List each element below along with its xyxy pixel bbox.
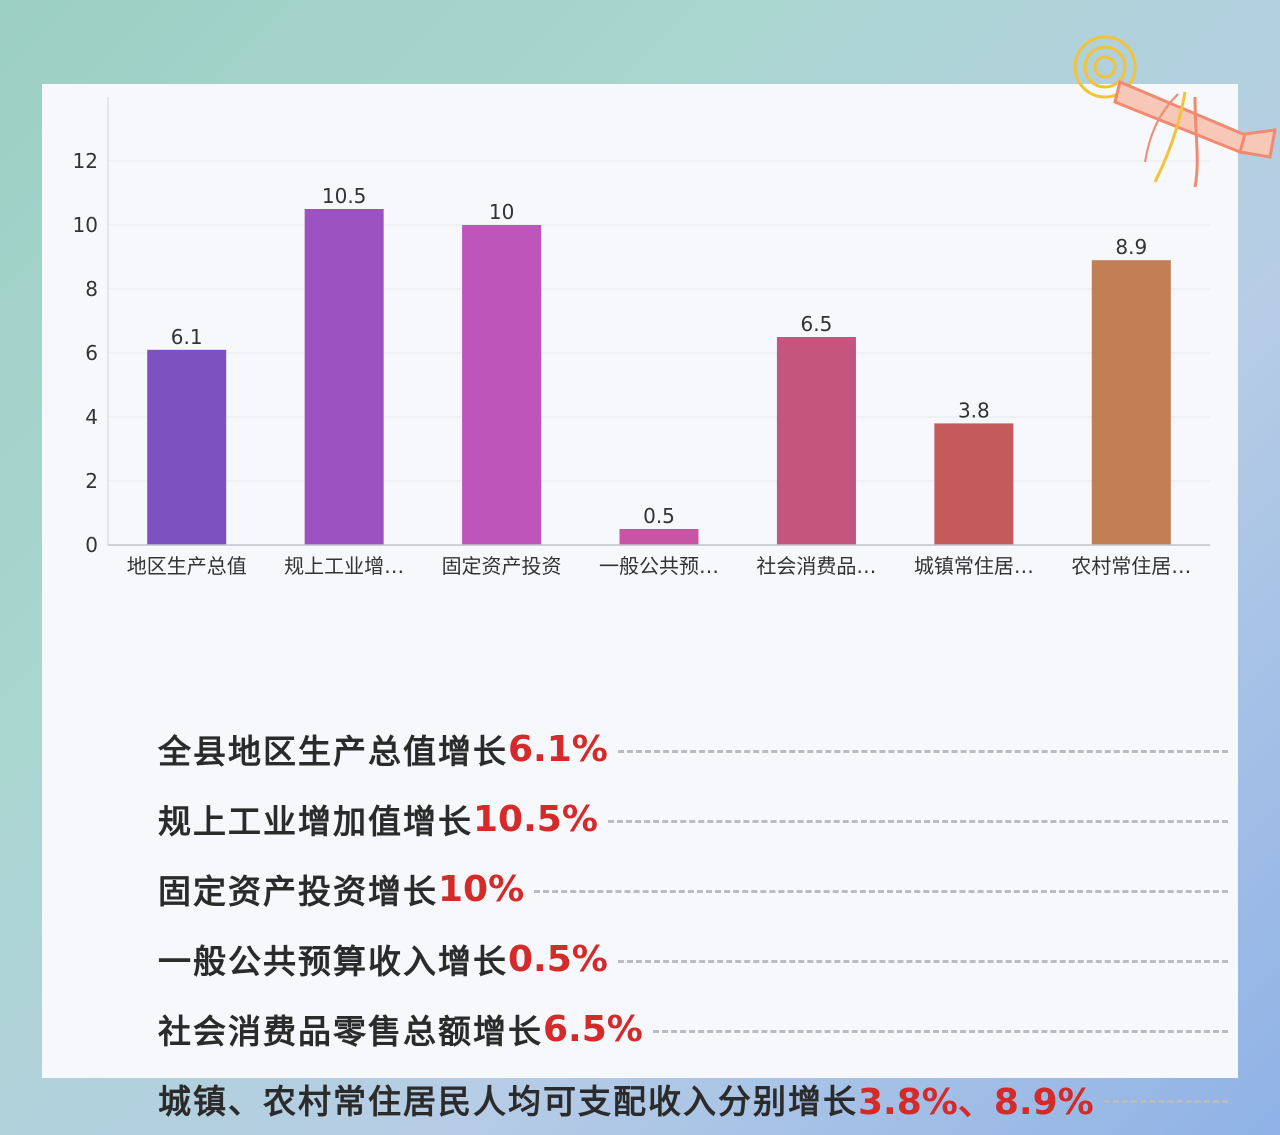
dash-divider — [652, 1029, 1228, 1033]
y-tick-label: 4 — [85, 405, 98, 429]
x-category-label: 地区生产总值 — [127, 554, 247, 578]
bar-value-label: 3.8 — [958, 398, 990, 422]
stat-value: 0.5% — [508, 938, 608, 980]
scroll-icon — [1073, 35, 1277, 188]
y-tick-label: 6 — [85, 341, 98, 365]
bar-value-label: 6.1 — [171, 325, 203, 349]
stat-line-industry: 规上工业增加值增长 10.5% — [158, 784, 1228, 854]
stat-value: 6.5% — [543, 1008, 643, 1050]
x-category-label: 农村常住居… — [1071, 554, 1191, 578]
stat-label: 一般公共预算收入增长 — [158, 942, 508, 981]
dash-divider — [617, 749, 1228, 753]
bar — [147, 349, 227, 545]
content-card: 0 2 4 6 8 10 12 6.1 地区生产总值 10.5 规上工业增… 10 固定资产投资 0.5 一… — [42, 84, 1238, 1123]
bar-value-label: 10 — [489, 200, 514, 224]
y-tick-label: 8 — [85, 277, 98, 301]
stats-list: 全县地区生产总值增长 6.1% 规上工业增加值增长 10.5% 固定资产投资增长 10… — [158, 714, 1228, 1134]
x-category-label: 社会消费品… — [756, 554, 876, 578]
bar — [462, 225, 542, 545]
bar — [934, 423, 1014, 545]
stat-line-budget: 一般公共预算收入增长 0.5% — [158, 924, 1228, 994]
stat-value: 3.8%、8.9% — [858, 1082, 1094, 1123]
stat-line-retail: 社会消费品零售总额增长 6.5% — [158, 994, 1228, 1064]
bar-value-label: 6.5 — [801, 312, 833, 336]
stat-line-income: 城镇、农村常住居民人均可支配收入分别增长 3.8%、8.9% — [158, 1064, 1228, 1134]
x-category-label: 城镇常住居… — [914, 554, 1034, 578]
dash-divider — [1103, 1099, 1228, 1103]
y-tick-label: 2 — [85, 469, 98, 493]
stat-line-investment: 固定资产投资增长 10% — [158, 854, 1228, 924]
bar-value-label: 0.5 — [643, 504, 675, 528]
dash-divider — [534, 889, 1228, 893]
y-tick-label: 12 — [73, 149, 98, 173]
y-tick-label: 0 — [85, 533, 98, 557]
stat-label: 社会消费品零售总额增长 — [158, 1012, 543, 1051]
stat-value: 6.1% — [508, 728, 608, 770]
dash-divider — [607, 819, 1228, 823]
bar — [776, 337, 856, 545]
stat-line-gdp: 全县地区生产总值增长 6.1% — [158, 714, 1228, 784]
bar-value-label: 8.9 — [1115, 235, 1147, 259]
bar-chart: 0 2 4 6 8 10 12 6.1 地区生产总值 10.5 规上工业增… 10 固定资产投资 0.5 一… — [73, 97, 1210, 578]
y-tick-label: 10 — [73, 213, 98, 237]
bar — [619, 529, 699, 545]
stat-label: 固定资产投资增长 — [158, 872, 438, 911]
x-category-label: 一般公共预… — [599, 554, 719, 578]
bar — [304, 209, 384, 545]
dash-divider — [617, 959, 1228, 963]
bar — [1091, 260, 1171, 545]
stat-label: 全县地区生产总值增长 — [158, 732, 508, 771]
stat-label: 规上工业增加值增长 — [158, 802, 473, 841]
x-category-label: 固定资产投资 — [442, 554, 562, 578]
x-category-label: 规上工业增… — [284, 554, 404, 578]
stat-value: 10% — [438, 868, 525, 910]
stat-value: 10.5% — [473, 798, 598, 840]
stat-label: 城镇、农村常住居民人均可支配收入分别增长 — [158, 1082, 858, 1121]
bar-value-label: 10.5 — [322, 184, 367, 208]
